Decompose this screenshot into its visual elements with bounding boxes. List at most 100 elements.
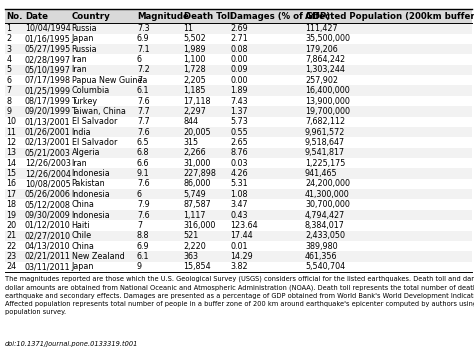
Text: 6.8: 6.8 (137, 148, 149, 157)
Text: 13: 13 (6, 148, 16, 157)
Text: 0.01: 0.01 (230, 241, 248, 251)
Text: 14.29: 14.29 (230, 252, 253, 261)
Text: 1,728: 1,728 (183, 65, 206, 74)
Text: 2.65: 2.65 (230, 138, 248, 147)
Text: Turkey: Turkey (72, 97, 98, 106)
Text: 7.3: 7.3 (137, 24, 149, 33)
Text: 7.6: 7.6 (137, 128, 149, 137)
Text: 6.1: 6.1 (137, 252, 149, 261)
Text: doi:10.1371/journal.pone.0133319.t001: doi:10.1371/journal.pone.0133319.t001 (5, 342, 138, 347)
Text: 1,117: 1,117 (183, 211, 206, 219)
Text: 05/27/1995: 05/27/1995 (25, 45, 71, 54)
Text: 7,682,112: 7,682,112 (305, 117, 345, 126)
Text: 6.9: 6.9 (137, 241, 149, 251)
Text: 5: 5 (6, 65, 11, 74)
Text: 35,500,000: 35,500,000 (305, 34, 350, 43)
Text: 86,000: 86,000 (183, 179, 211, 188)
Text: 18: 18 (6, 200, 16, 209)
Text: Algeria: Algeria (72, 148, 100, 157)
Text: 315: 315 (183, 138, 199, 147)
Text: 0.08: 0.08 (230, 45, 248, 54)
Text: 4.26: 4.26 (230, 169, 248, 178)
Text: 9,961,572: 9,961,572 (305, 128, 346, 137)
Text: Russia: Russia (72, 24, 97, 33)
Text: 2,220: 2,220 (183, 241, 206, 251)
Text: 6.6: 6.6 (137, 159, 149, 168)
Text: No.: No. (6, 12, 23, 20)
Text: 41,300,000: 41,300,000 (305, 190, 350, 199)
Text: Indonesia: Indonesia (72, 190, 110, 199)
Text: 15: 15 (6, 169, 16, 178)
Text: 3.82: 3.82 (230, 262, 248, 271)
Text: 02/21/2011: 02/21/2011 (25, 252, 71, 261)
Text: 9,518,647: 9,518,647 (305, 138, 345, 147)
Text: Iran: Iran (72, 159, 87, 168)
Text: 7,864,242: 7,864,242 (305, 55, 345, 64)
Text: 22: 22 (6, 241, 17, 251)
Text: 461,356: 461,356 (305, 252, 337, 261)
Text: China: China (72, 200, 94, 209)
Text: 01/16/1995: 01/16/1995 (25, 34, 71, 43)
Text: 0.00: 0.00 (230, 76, 248, 85)
Text: 17.44: 17.44 (230, 231, 253, 240)
Text: 2,297: 2,297 (183, 107, 207, 116)
Text: Chile: Chile (72, 231, 91, 240)
Text: 7.6: 7.6 (137, 179, 149, 188)
Text: Death Toll: Death Toll (183, 12, 233, 20)
Text: 2,205: 2,205 (183, 76, 206, 85)
Text: 7: 7 (6, 86, 11, 95)
Text: 09/20/1999: 09/20/1999 (25, 107, 71, 116)
Text: 7.43: 7.43 (230, 97, 248, 106)
Text: 8.76: 8.76 (230, 148, 248, 157)
Text: 0.09: 0.09 (230, 65, 248, 74)
Text: 1.89: 1.89 (230, 86, 248, 95)
Text: 9: 9 (6, 107, 11, 116)
Text: 5,502: 5,502 (183, 34, 206, 43)
Text: 844: 844 (183, 117, 199, 126)
Text: 7.9: 7.9 (137, 200, 150, 209)
Text: New Zealand: New Zealand (72, 252, 124, 261)
Text: 05/26/2006: 05/26/2006 (25, 190, 71, 199)
Text: 123.64: 123.64 (230, 221, 258, 230)
Text: Pakistan: Pakistan (72, 179, 105, 188)
Text: China: China (72, 241, 94, 251)
Text: 30,700,000: 30,700,000 (305, 200, 350, 209)
Text: 17,118: 17,118 (183, 97, 211, 106)
Text: 6.1: 6.1 (137, 86, 149, 95)
Text: 6: 6 (137, 55, 142, 64)
Text: 24,200,000: 24,200,000 (305, 179, 350, 188)
Text: 111,427: 111,427 (305, 24, 337, 33)
Text: 5,749: 5,749 (183, 190, 206, 199)
Text: 521: 521 (183, 231, 199, 240)
Text: Haiti: Haiti (72, 221, 90, 230)
Text: 05/12/2008: 05/12/2008 (25, 200, 71, 209)
Text: 87,587: 87,587 (183, 200, 211, 209)
Text: 8.8: 8.8 (137, 231, 149, 240)
Text: 363: 363 (183, 252, 199, 261)
Text: 10: 10 (6, 117, 16, 126)
Text: 24: 24 (6, 262, 16, 271)
Text: 1,303,244: 1,303,244 (305, 65, 345, 74)
Text: 0.03: 0.03 (230, 159, 248, 168)
Text: 2.69: 2.69 (230, 24, 248, 33)
Text: 9: 9 (137, 262, 142, 271)
Text: 9,541,817: 9,541,817 (305, 148, 345, 157)
Text: Iran: Iran (72, 55, 87, 64)
Text: 0.55: 0.55 (230, 128, 248, 137)
Text: Columbia: Columbia (72, 86, 110, 95)
Text: 941,465: 941,465 (305, 169, 337, 178)
Text: 1,989: 1,989 (183, 45, 206, 54)
Text: 2: 2 (6, 34, 11, 43)
Text: Japan: Japan (72, 262, 94, 271)
Text: 7.6: 7.6 (137, 97, 149, 106)
Text: 19,700,000: 19,700,000 (305, 107, 350, 116)
Text: 0.43: 0.43 (230, 211, 248, 219)
Text: 13,900,000: 13,900,000 (305, 97, 350, 106)
Text: 07/17/1998: 07/17/1998 (25, 76, 71, 85)
Text: Damages (% of GDP): Damages (% of GDP) (230, 12, 330, 20)
Text: 12: 12 (6, 138, 16, 147)
Text: 316,000: 316,000 (183, 221, 216, 230)
Text: Indonesia: Indonesia (72, 211, 110, 219)
Text: 08/17/1999: 08/17/1999 (25, 97, 71, 106)
Text: 01/12/2010: 01/12/2010 (25, 221, 71, 230)
